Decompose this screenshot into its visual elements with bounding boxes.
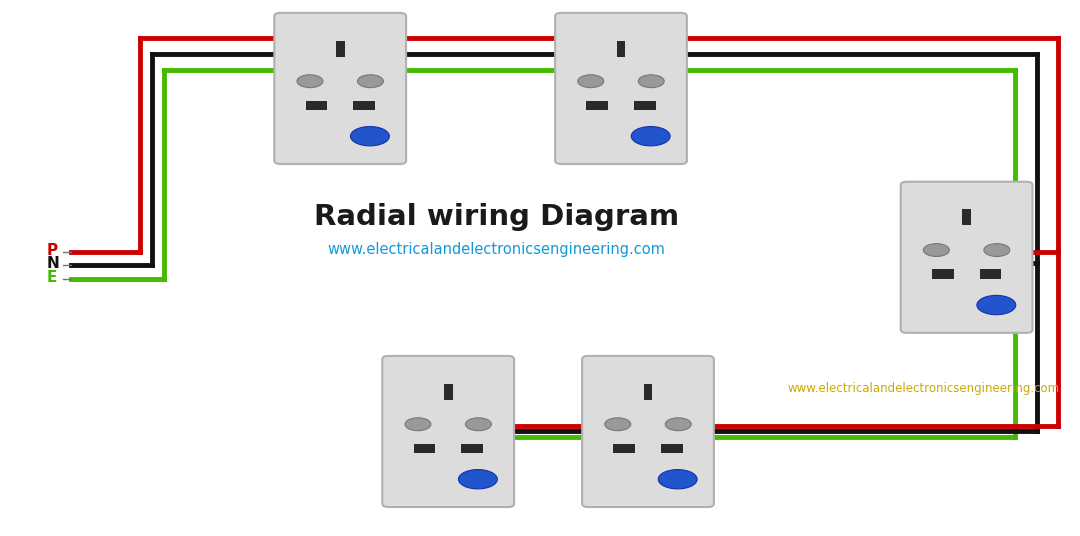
Circle shape: [405, 418, 431, 431]
Circle shape: [659, 470, 697, 489]
FancyBboxPatch shape: [274, 13, 406, 164]
Bar: [461, 444, 483, 453]
Bar: [336, 41, 345, 57]
Circle shape: [631, 126, 670, 146]
Text: www.electricalandelectronicsengineering.com: www.electricalandelectronicsengineering.…: [328, 242, 665, 257]
Circle shape: [638, 75, 664, 88]
Bar: [644, 384, 652, 400]
FancyBboxPatch shape: [555, 13, 687, 164]
FancyBboxPatch shape: [382, 356, 514, 507]
Circle shape: [297, 75, 323, 88]
Bar: [353, 101, 375, 110]
Circle shape: [465, 418, 491, 431]
Circle shape: [923, 243, 949, 257]
Circle shape: [578, 75, 604, 88]
Circle shape: [458, 470, 497, 489]
Bar: [444, 384, 453, 400]
Circle shape: [976, 295, 1015, 315]
Bar: [634, 101, 656, 110]
FancyBboxPatch shape: [901, 182, 1032, 333]
Circle shape: [984, 243, 1010, 257]
Bar: [613, 444, 635, 453]
Bar: [980, 269, 1001, 279]
Text: E: E: [46, 270, 57, 285]
Bar: [617, 41, 625, 57]
Circle shape: [665, 418, 691, 431]
FancyBboxPatch shape: [582, 356, 714, 507]
Text: Radial wiring Diagram: Radial wiring Diagram: [314, 203, 679, 231]
Circle shape: [357, 75, 383, 88]
Bar: [932, 269, 954, 279]
Circle shape: [351, 126, 390, 146]
Bar: [586, 101, 608, 110]
Circle shape: [605, 418, 631, 431]
Text: P: P: [46, 243, 57, 258]
Bar: [661, 444, 683, 453]
Bar: [414, 444, 435, 453]
Text: www.electricalandelectronicsengineering.com: www.electricalandelectronicsengineering.…: [787, 382, 1059, 395]
Bar: [306, 101, 327, 110]
Text: N: N: [46, 256, 59, 271]
Bar: [962, 210, 971, 226]
